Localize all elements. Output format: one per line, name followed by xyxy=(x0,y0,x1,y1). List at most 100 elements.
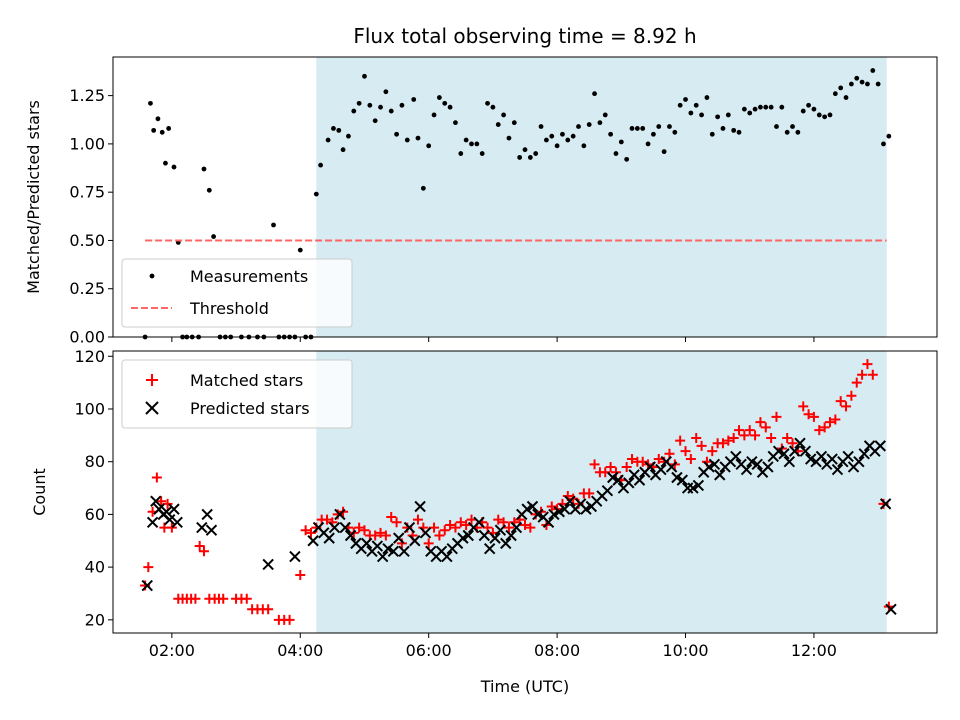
measurement-point xyxy=(720,126,726,131)
x-tick-label: 04:00 xyxy=(277,641,323,660)
legend-label-threshold: Threshold xyxy=(189,299,269,318)
measurement-point xyxy=(458,151,464,156)
measurement-point xyxy=(608,131,614,137)
observing-span-bottom xyxy=(316,351,887,633)
matched-star-point xyxy=(370,530,381,541)
matched-star-point xyxy=(851,377,862,388)
measurement-point xyxy=(790,124,795,129)
measurement-point xyxy=(822,114,828,120)
predicted-star-point xyxy=(665,461,678,473)
measurement-point xyxy=(624,156,630,162)
matched-star-point xyxy=(696,440,707,451)
matched-star-point xyxy=(445,519,456,530)
measurement-point xyxy=(736,129,742,135)
matched-star-point xyxy=(354,522,365,533)
measurement-point xyxy=(832,91,838,97)
measurement-point xyxy=(554,143,560,149)
measurement-point xyxy=(372,118,378,124)
predicted-star-point xyxy=(788,445,801,457)
matched-star-point xyxy=(691,432,702,443)
predicted-star-point xyxy=(762,461,774,473)
predicted-star-point xyxy=(334,508,346,521)
measurement-point xyxy=(848,81,854,87)
predicted-star-point xyxy=(542,516,555,529)
measurement-point xyxy=(806,102,811,108)
measurement-point xyxy=(171,164,177,170)
measurement-point xyxy=(411,97,417,102)
measurement-point xyxy=(533,151,539,156)
predicted-star-point xyxy=(146,516,159,529)
predicted-star-point xyxy=(858,448,870,460)
predicted-star-point xyxy=(714,469,726,481)
measurement-point xyxy=(688,110,694,116)
measurement-point xyxy=(453,120,458,126)
matched-star-point xyxy=(755,417,766,428)
predicted-star-point xyxy=(483,542,496,555)
measurement-point xyxy=(522,147,528,153)
predicted-star-point xyxy=(323,532,335,544)
predicted-star-point xyxy=(141,579,153,592)
measurement-point xyxy=(661,149,667,155)
measurement-point xyxy=(351,108,357,114)
measurement-point xyxy=(166,126,172,131)
x-tick-label: 12:00 xyxy=(791,641,837,660)
predicted-star-point xyxy=(489,532,501,544)
matched-star-point xyxy=(798,401,809,412)
measurement-point xyxy=(469,141,474,147)
matched-star-point xyxy=(744,425,755,436)
measurement-point xyxy=(827,112,833,118)
predicted-star-point xyxy=(564,495,576,507)
predicted-star-point xyxy=(360,537,373,550)
predicted-star-point xyxy=(393,532,405,544)
measurement-point xyxy=(340,147,346,153)
measurement-point xyxy=(725,112,731,118)
measurement-point xyxy=(151,127,157,133)
measurement-point xyxy=(479,151,485,156)
legend-label-matched: Matched stars xyxy=(190,371,303,390)
measurement-point xyxy=(362,73,367,79)
y-tick-label: 100 xyxy=(74,399,105,418)
measurement-point xyxy=(715,114,721,120)
matched-star-point xyxy=(375,527,386,538)
matched-star-point xyxy=(627,454,638,465)
measurement-point xyxy=(843,95,849,100)
legend-plus-glyph xyxy=(146,374,158,386)
ratio-legend: Measurements Threshold xyxy=(121,258,353,328)
measurement-point xyxy=(699,112,704,118)
predicted-star-point xyxy=(262,558,274,571)
predicted-star-point xyxy=(494,524,507,536)
predicted-star-point xyxy=(601,484,614,497)
matched-star-point xyxy=(295,570,306,581)
predicted-star-point xyxy=(740,463,753,476)
predicted-star-point xyxy=(612,474,624,486)
predicted-star-point xyxy=(150,495,162,507)
measurement-point xyxy=(313,191,319,197)
matched-star-point xyxy=(450,522,461,533)
measurement-point xyxy=(597,120,603,126)
predicted-star-point xyxy=(328,521,341,534)
legend-label-measurements: Measurements xyxy=(190,267,308,286)
predicted-star-point xyxy=(510,521,523,534)
measurement-point xyxy=(881,141,886,147)
measurement-point xyxy=(677,102,683,108)
measurement-point xyxy=(602,112,608,118)
measurement-point xyxy=(779,104,785,110)
count-axes-frame xyxy=(112,350,938,634)
measurement-point xyxy=(436,95,442,100)
measurement-point xyxy=(763,104,769,110)
matched-star-point xyxy=(241,593,252,604)
measurement-point xyxy=(549,133,555,139)
measurement-point xyxy=(420,185,426,191)
observing-span-rect xyxy=(316,57,887,337)
matched-star-point xyxy=(218,593,229,604)
predicted-star-point xyxy=(885,603,897,615)
measurement-point xyxy=(709,131,715,137)
matched-star-point xyxy=(750,430,761,441)
legend-marker-measurements xyxy=(149,273,155,279)
matched-star-point xyxy=(803,409,814,420)
measurement-point xyxy=(651,131,656,137)
matched-star-point xyxy=(584,488,595,499)
matched-star-point xyxy=(857,369,868,380)
x-tick-label: 02:00 xyxy=(149,641,195,660)
